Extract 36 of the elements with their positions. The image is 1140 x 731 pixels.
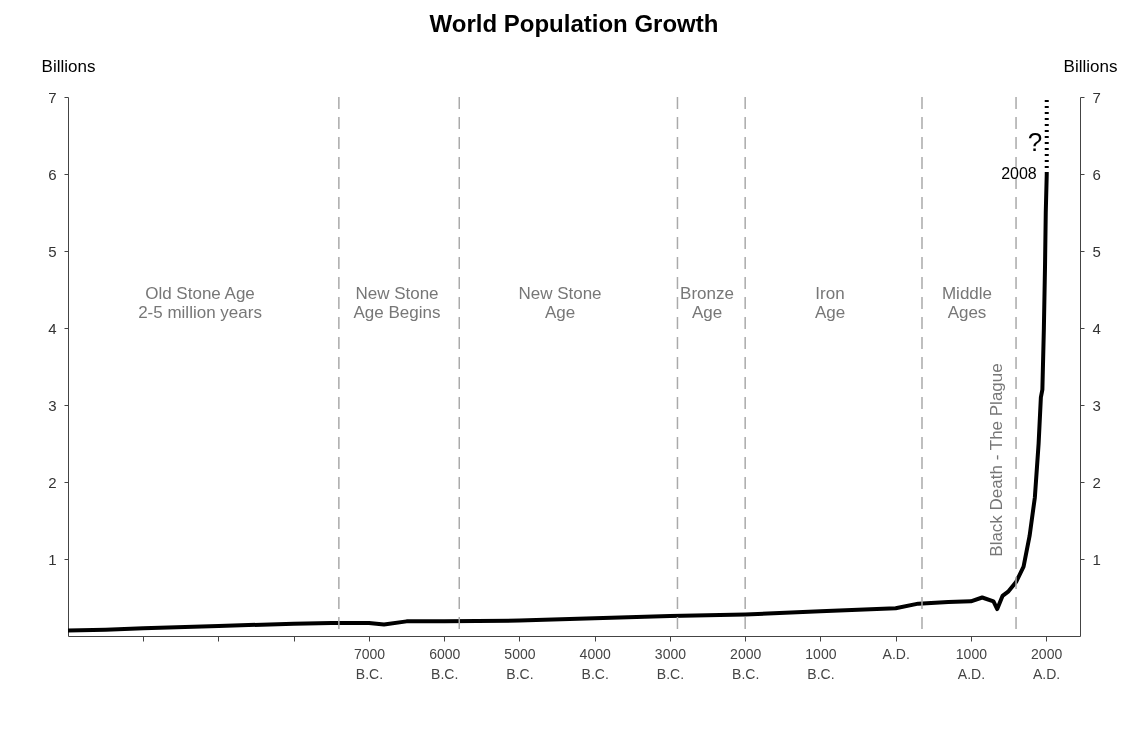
annotation: Black Death - The Plague	[987, 363, 1006, 557]
x-tick-label: 1000 A.D.	[955, 645, 988, 682]
x-tick-label: A.D.	[882, 645, 910, 662]
y2-tick-label: 7	[1092, 88, 1101, 106]
y2-tick-label: 4	[1092, 319, 1101, 337]
y2-tick-label: 3	[1092, 396, 1101, 414]
annotation: New Stone Age Begins	[353, 284, 441, 322]
x-tick-label: 3000 B.C.	[654, 645, 687, 682]
x-tick-label: 4000 B.C.	[579, 645, 611, 682]
y2-axis-title: Billions	[1063, 56, 1118, 76]
y-tick-label: 4	[48, 319, 57, 337]
y-tick-label: 1	[48, 550, 57, 568]
x-tick-label: 5000 B.C.	[504, 645, 536, 682]
y-tick-label: 2	[48, 473, 57, 491]
annotation: New Stone Age	[518, 284, 602, 322]
annotation: Bronze Age	[680, 284, 734, 322]
annotation: Old Stone Age 2-5 million years	[138, 284, 262, 322]
y-axis-title: Billions	[41, 56, 96, 76]
y-tick-label: 5	[48, 242, 57, 260]
y-tick-label: 3	[48, 396, 57, 414]
chart-title: World Population Growth	[429, 10, 719, 37]
annotation: Iron Age	[814, 284, 846, 322]
x-tick-label: 7000 B.C.	[353, 645, 386, 682]
annotation: ?	[1027, 127, 1043, 157]
y2-tick-label: 6	[1092, 165, 1101, 183]
x-tick-label: 2000 A.D.	[1031, 645, 1063, 682]
x-tick-label: 6000 B.C.	[429, 645, 461, 682]
x-tick-label: 1000 B.C.	[805, 645, 837, 682]
annotation: 2008	[1001, 165, 1037, 182]
y2-tick-label: 2	[1092, 473, 1101, 491]
y-tick-label: 7	[48, 88, 57, 106]
y2-tick-label: 1	[1092, 550, 1101, 568]
annotation: Middle Ages	[941, 284, 993, 322]
y2-tick-label: 5	[1092, 242, 1101, 260]
x-tick-label: 2000 B.C.	[730, 645, 762, 682]
y-tick-label: 6	[48, 165, 57, 183]
